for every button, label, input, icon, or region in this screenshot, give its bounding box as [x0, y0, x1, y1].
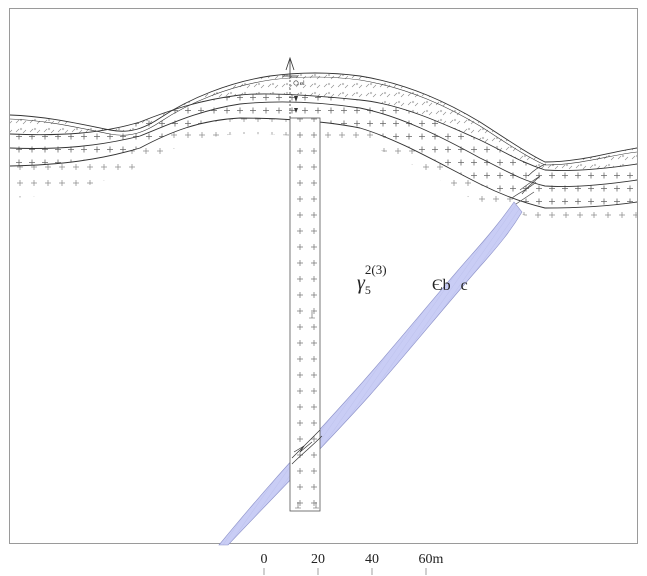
granite-label: γ5 2(3): [357, 262, 387, 297]
scale-tick-40: 40: [365, 552, 379, 575]
scale-label-0: 0: [261, 552, 268, 567]
contact-line-2: [9, 101, 638, 187]
contact-line-3: [9, 117, 638, 209]
granite-band-lower: [10, 118, 637, 222]
granite-symbol: γ: [357, 272, 366, 294]
scale-label-20: 20: [311, 552, 325, 567]
contact-line-1: [9, 93, 638, 171]
ore-outcrop-folds: [511, 163, 547, 205]
scale-tick-60: 60m: [419, 552, 444, 575]
granite-superscript: 2(3): [365, 262, 387, 277]
borehole-ore-intercept: [291, 429, 323, 465]
scale-tick-0: 0: [261, 552, 268, 575]
scale-label-60: 60m: [419, 552, 444, 567]
granite-subscript: 5: [365, 283, 371, 297]
svg-text:ol: ol: [300, 81, 305, 87]
ground-surface-line: [9, 72, 638, 163]
ore-body-hatch: [219, 202, 522, 545]
granite-band: [10, 93, 637, 208]
scale-bar: 0 20 40 60m: [261, 552, 444, 575]
map-frame: [9, 8, 638, 544]
formation-suffix: c: [461, 277, 468, 294]
formation-label: Єb c: [432, 277, 468, 294]
scale-tick-20: 20: [311, 552, 325, 575]
scale-label-40: 40: [365, 552, 379, 567]
ground-surface-line-2: [9, 76, 638, 166]
overburden-layer: [10, 73, 637, 171]
drill-hole-icon: [282, 56, 298, 118]
formation-code: Єb: [432, 277, 451, 294]
borehole-log-marks: ol: [293, 80, 305, 113]
borehole-bottom-marks: [295, 312, 319, 509]
stratigraphic-contacts: [9, 72, 638, 209]
